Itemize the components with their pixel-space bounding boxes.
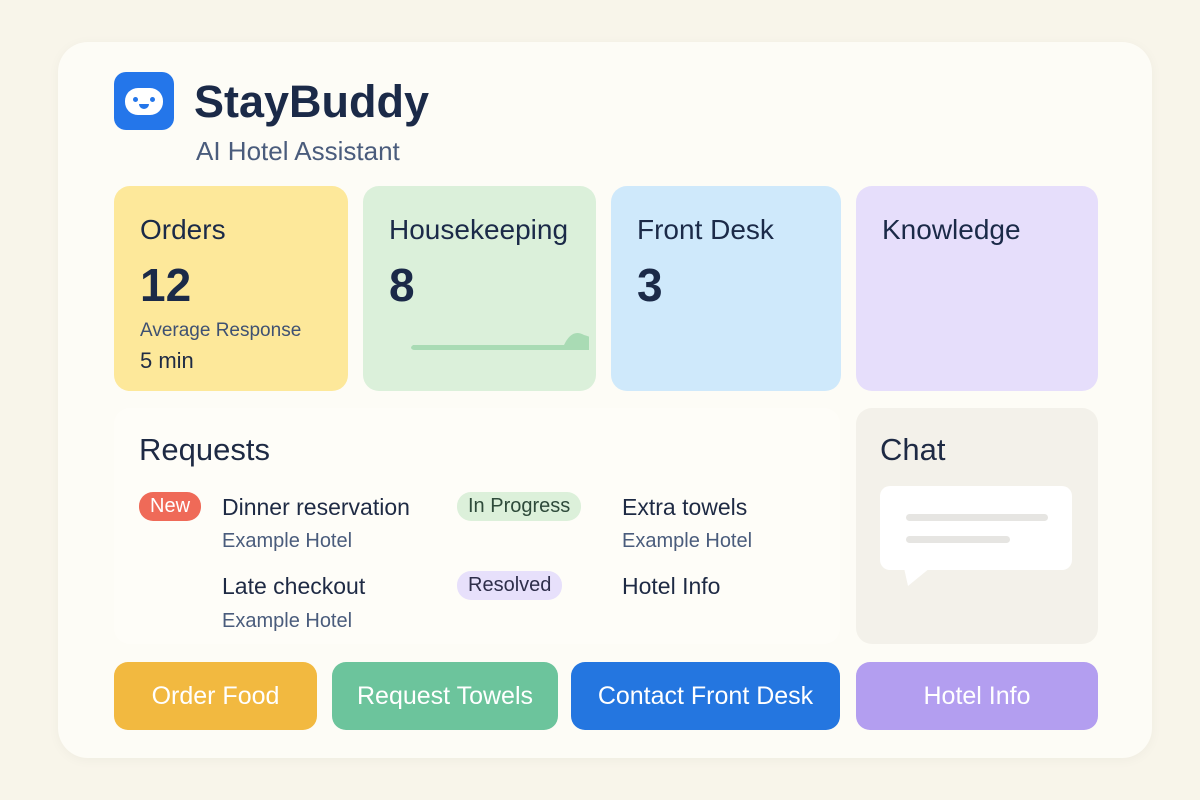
front-desk-card[interactable]: Front Desk 3 [611,186,841,391]
status-badge-in-progress: In Progress [457,492,582,521]
card-value: 3 [637,259,663,311]
request-hotel: Example Hotel [222,610,353,632]
chat-panel[interactable]: Chat [856,408,1098,644]
request-title[interactable]: Hotel Info [622,573,721,599]
app-title: StayBuddy [194,76,430,127]
card-label: Knowledge [882,214,1021,245]
order-food-button[interactable]: Order Food [114,662,317,730]
trend-sparkline [411,332,602,350]
average-response-value: 5 min [140,348,194,373]
housekeeping-card[interactable]: Housekeeping 8 [363,186,602,391]
card-label: Orders [140,214,226,245]
status-badge-resolved: Resolved [457,571,563,600]
request-hotel: Example Hotel [622,530,753,552]
card-label: Front Desk [637,214,774,245]
card-value: 12 [140,259,192,311]
status-badge-new: New [139,492,202,521]
request-title[interactable]: Extra towels [622,494,748,520]
hotel-info-button[interactable]: Hotel Info [856,662,1098,730]
orders-card[interactable]: Orders 12 Average Response 5 min [114,186,348,391]
average-response-label: Average Response [140,320,302,341]
request-title[interactable]: Dinner reservation [222,494,410,520]
card-label: Housekeeping [389,214,569,245]
chat-title: Chat [880,432,946,467]
robot-face-icon [114,72,174,130]
request-towels-button[interactable]: Request Towels [332,662,558,730]
contact-front-desk-button[interactable]: Contact Front Desk [571,662,840,730]
request-title[interactable]: Late checkout [222,573,366,599]
request-hotel: Example Hotel [222,530,353,552]
app-subtitle: AI Hotel Assistant [196,136,400,166]
knowledge-card[interactable]: Knowledge [856,186,1098,391]
requests-title: Requests [139,432,270,467]
requests-panel: Requests New Dinner reservation Example … [114,408,840,644]
chat-bubble-icon [880,486,1072,586]
card-value: 8 [389,259,415,311]
